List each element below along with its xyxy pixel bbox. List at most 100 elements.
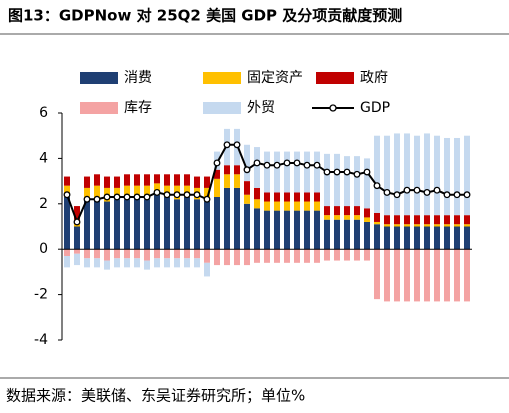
bar-segment (424, 215, 430, 225)
bar-segment (414, 224, 420, 227)
bar-segment (174, 249, 180, 259)
gdp-marker (323, 168, 331, 176)
bar-segment (394, 224, 400, 227)
bar-segment (354, 215, 360, 220)
gdp-marker (63, 191, 71, 199)
legend-label: GDP (360, 100, 390, 116)
bar-segment (384, 215, 390, 225)
bar-segment (224, 249, 230, 266)
bar-segment (424, 226, 430, 250)
bar-segment (244, 181, 250, 195)
bar-segment (464, 224, 470, 227)
gdp-marker (293, 159, 301, 167)
bar-segment (334, 153, 340, 207)
bar-segment (304, 151, 310, 193)
bar-segment (234, 187, 240, 250)
bar-segment (144, 199, 150, 250)
bar-segment (434, 215, 440, 225)
bar-segment (114, 199, 120, 250)
bar-segment (274, 249, 280, 263)
bar-segment (364, 249, 370, 261)
gdp-marker (203, 195, 211, 203)
bar-segment (254, 208, 260, 250)
bar-segment (164, 249, 170, 259)
bar-segment (154, 174, 160, 184)
gdp-marker (383, 188, 391, 196)
bar-segment (64, 256, 70, 268)
y-tick-label: -4 (34, 332, 48, 348)
bar-segment (94, 258, 100, 268)
bar-segment (314, 151, 320, 193)
y-tick-label: 2 (39, 196, 48, 212)
bar-segment (444, 226, 450, 250)
bar-segment (324, 206, 330, 216)
bar-segment (224, 187, 230, 250)
bar-segment (344, 156, 350, 207)
gdp-marker (463, 191, 471, 199)
bar-segment (174, 174, 180, 186)
legend-label: 政府 (360, 70, 388, 86)
bar-segment (84, 176, 90, 188)
bar-segment (214, 169, 220, 179)
bar-segment (324, 215, 330, 220)
bar-segment (124, 199, 130, 250)
gdp-marker (363, 168, 371, 176)
bar-segment (444, 224, 450, 227)
bar-segment (114, 249, 120, 259)
gdp-marker (143, 193, 151, 201)
bar-segment (354, 156, 360, 207)
legend-marker (329, 104, 337, 112)
bar-segment (194, 199, 200, 250)
bar-segment (114, 258, 120, 268)
bar-segment (184, 196, 190, 250)
gdp-marker (433, 186, 441, 194)
bar-segment (454, 215, 460, 225)
bar-segment (254, 199, 260, 209)
gdp-marker (453, 191, 461, 199)
bar-segment (374, 221, 380, 225)
bar-segment (134, 174, 140, 186)
bar-segment (224, 165, 230, 175)
legend-label: 外贸 (247, 100, 275, 116)
bar-segment (244, 249, 250, 266)
bar-segment (74, 206, 80, 220)
bar-segment (264, 151, 270, 193)
bar-segment (464, 249, 470, 302)
bar-segment (334, 215, 340, 220)
legend-label: 固定资产 (247, 70, 303, 86)
bar-segment (274, 201, 280, 211)
bar-segment (364, 221, 370, 250)
gdp-marker (333, 168, 341, 176)
bar-segment (404, 249, 410, 302)
bar-segment (454, 226, 460, 250)
gdp-marker (303, 161, 311, 169)
gdp-marker (373, 182, 381, 190)
bar-segment (264, 210, 270, 250)
bar-segment (74, 226, 80, 250)
bar-segment (314, 210, 320, 250)
gdp-marker (193, 191, 201, 199)
bar-segment (94, 199, 100, 250)
bar-segment (294, 201, 300, 211)
bar-segment (104, 260, 110, 270)
bar-segment (84, 199, 90, 250)
gdp-marker (353, 170, 361, 178)
bar-segment (314, 249, 320, 263)
gdp-marker (243, 166, 251, 174)
gdp-marker (183, 191, 191, 199)
bar-segment (464, 135, 470, 216)
bar-segment (344, 249, 350, 261)
gdp-marker (83, 195, 91, 203)
bar-segment (294, 210, 300, 250)
bar-segment (404, 226, 410, 250)
bar-segment (414, 226, 420, 250)
bar-segment (434, 249, 440, 302)
bar-segment (94, 249, 100, 259)
gdp-marker (103, 193, 111, 201)
legend-swatch (203, 102, 241, 114)
bar-segment (284, 192, 290, 202)
gdp-marker (93, 195, 101, 203)
bar-segment (264, 201, 270, 211)
gdp-marker (343, 168, 351, 176)
